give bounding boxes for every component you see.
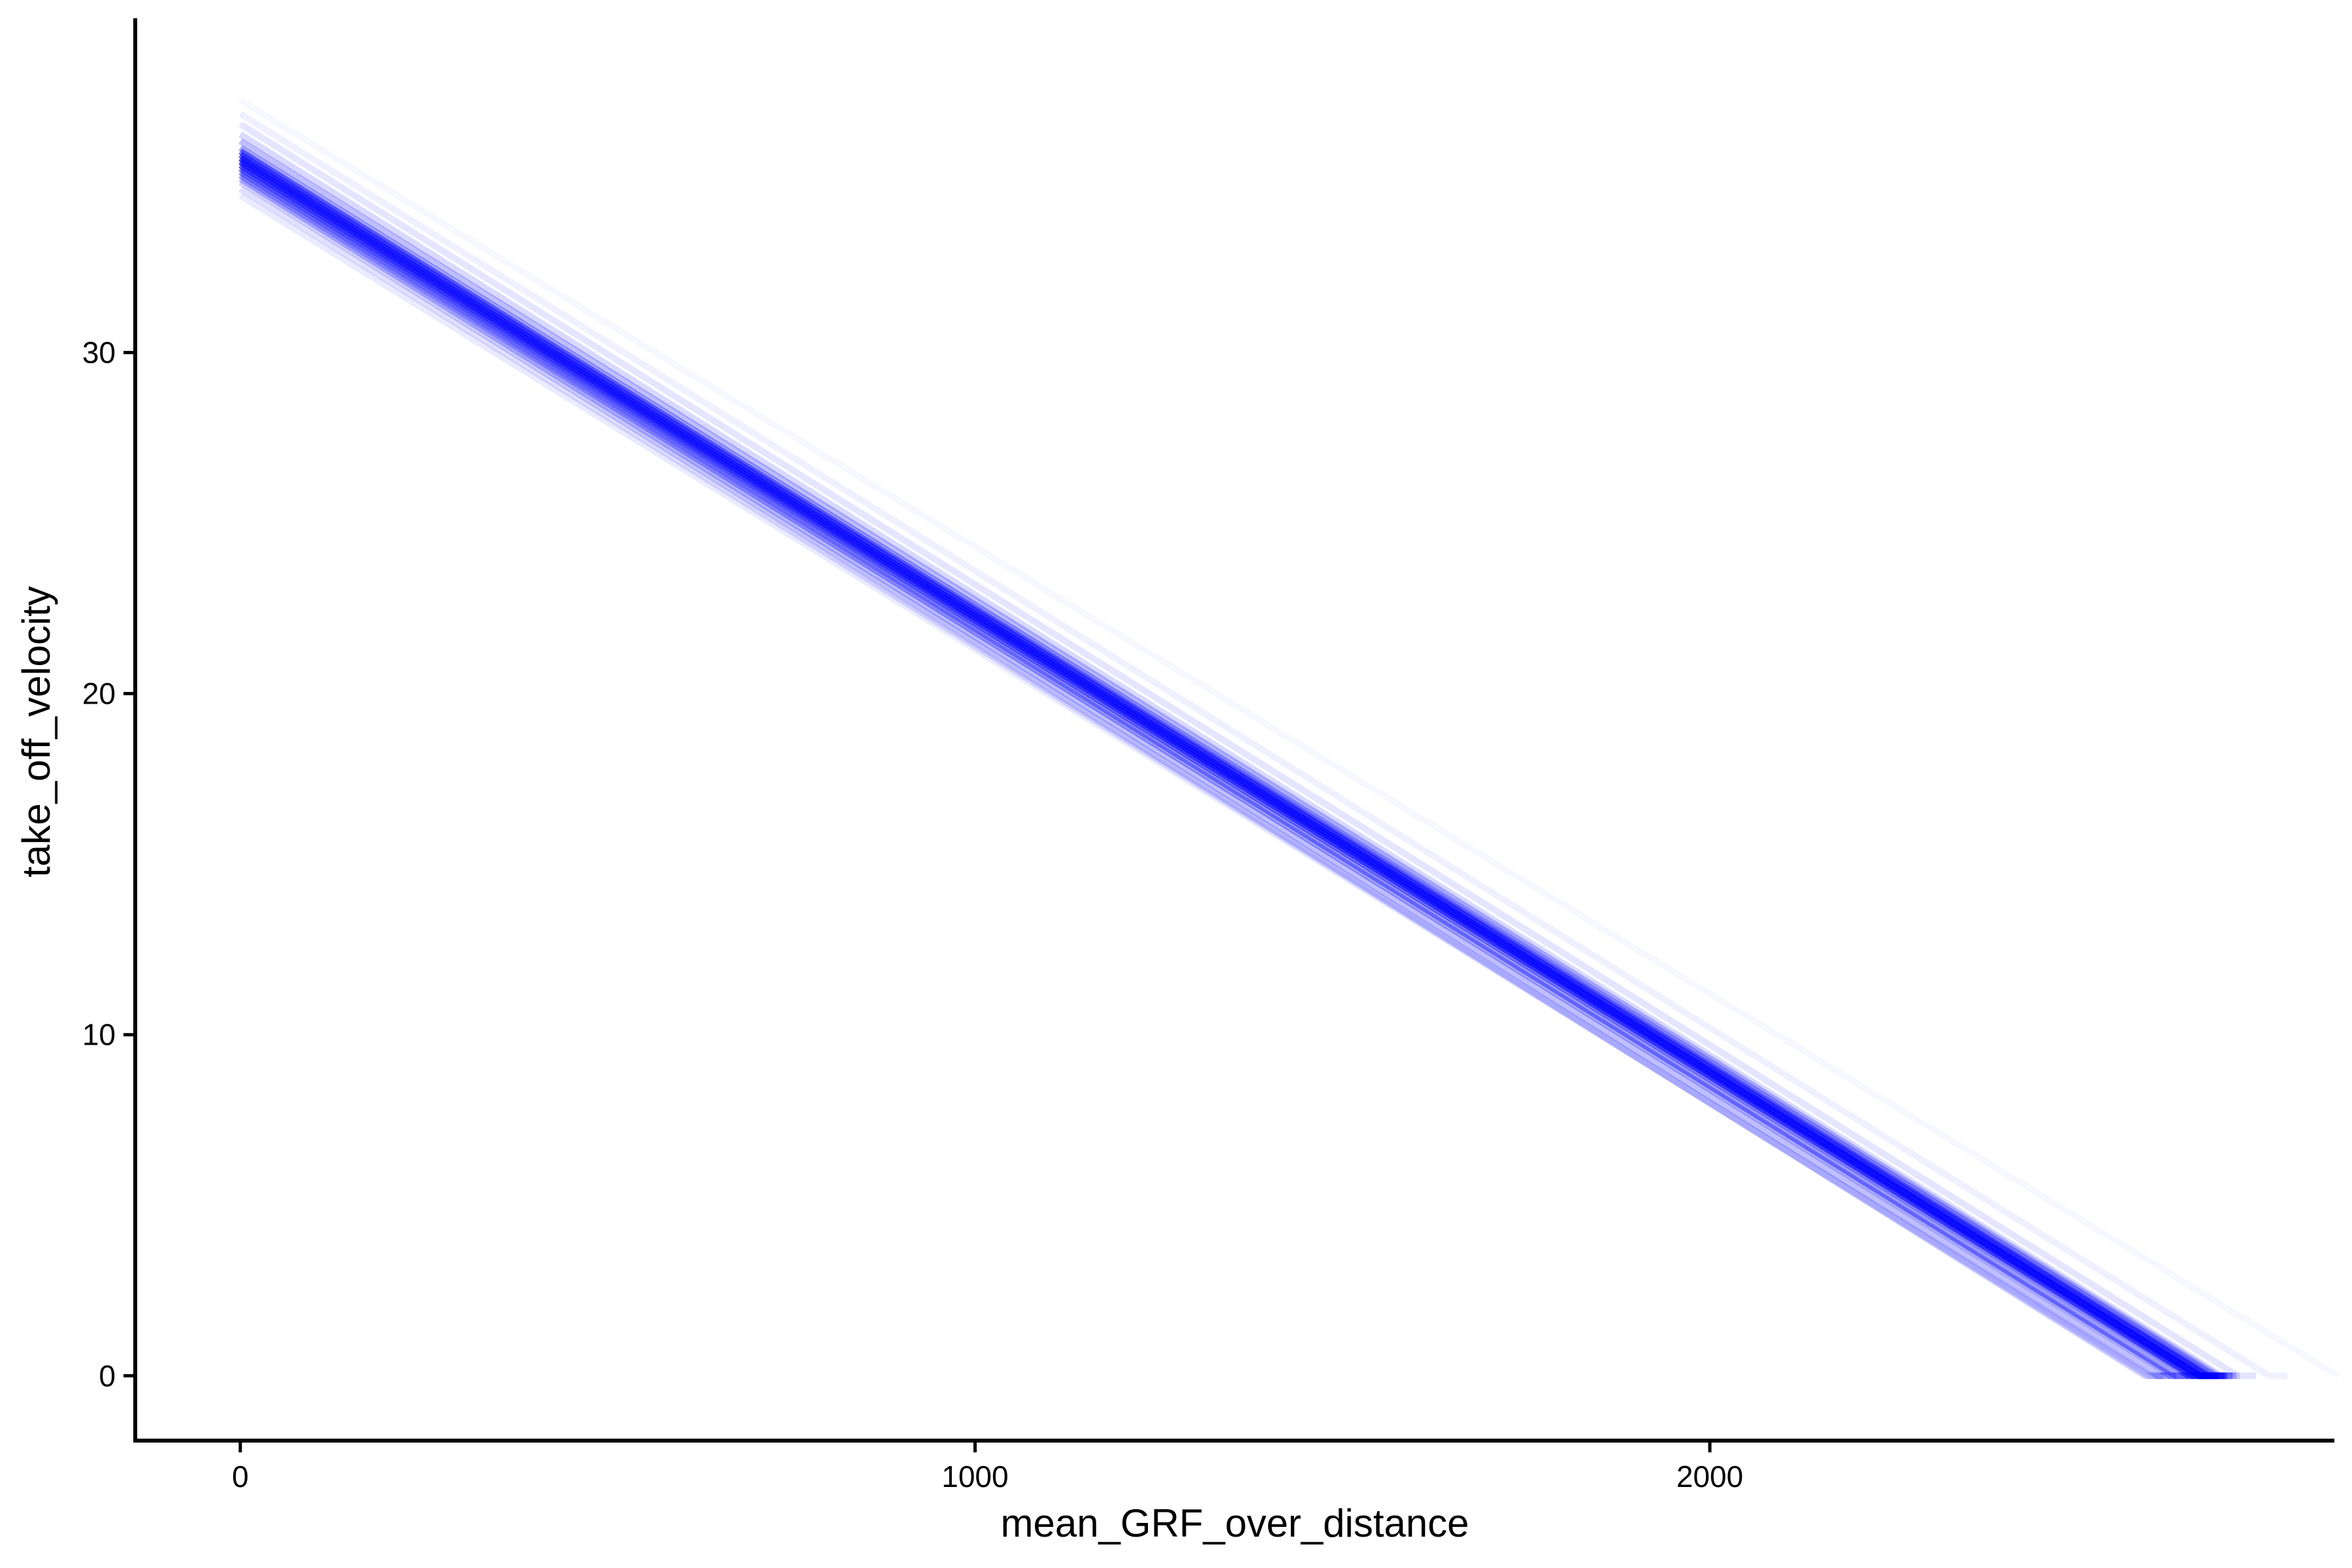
regression-line-13 bbox=[238, 169, 2195, 1379]
y-tick-label-0: 0 bbox=[99, 1359, 116, 1393]
regression-line-15 bbox=[238, 176, 2176, 1379]
x-tick-label-2000: 2000 bbox=[1676, 1460, 1743, 1494]
regression-line-17 bbox=[238, 186, 2167, 1379]
y-tick-label-20: 20 bbox=[82, 677, 116, 711]
ticks: 0 1000 2000 0 10 20 30 bbox=[82, 336, 1743, 1494]
x-tick-label-1000: 1000 bbox=[941, 1460, 1008, 1494]
x-tick-label-0: 0 bbox=[232, 1460, 249, 1494]
regression-lines bbox=[238, 100, 2338, 1379]
regression-line-14 bbox=[238, 172, 2189, 1379]
axes bbox=[133, 18, 2334, 1443]
regression-line-3 bbox=[238, 121, 2257, 1379]
regression-line-12 bbox=[238, 165, 2208, 1379]
regression-line-1 bbox=[240, 100, 2338, 1376]
regression-line-16 bbox=[238, 179, 2164, 1379]
y-axis-title: take_off_velocity bbox=[14, 586, 58, 877]
y-tick-label-10: 10 bbox=[82, 1018, 116, 1052]
regression-line-18 bbox=[238, 193, 2170, 1379]
regression-line-2 bbox=[238, 110, 2288, 1379]
y-tick-label-30: 30 bbox=[82, 336, 116, 370]
x-axis-title: mean_GRF_over_distance bbox=[1000, 1501, 1469, 1545]
